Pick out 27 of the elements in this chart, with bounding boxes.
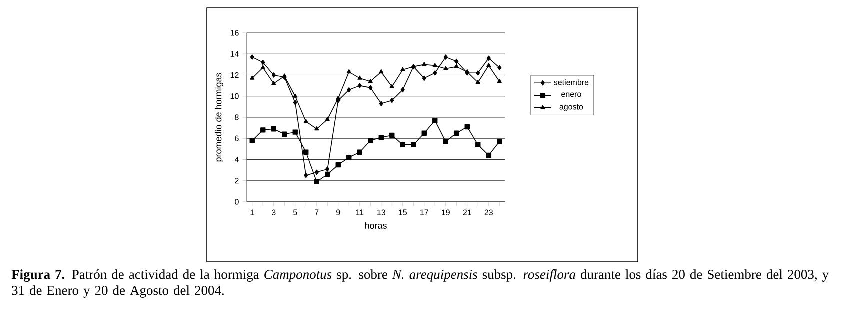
y-tick-label: 12 xyxy=(230,72,239,78)
x-tick-label: 17 xyxy=(420,210,428,216)
x-tick-label: 9 xyxy=(336,210,340,216)
legend-label: setiembre xyxy=(554,79,589,86)
x-axis-title: horas xyxy=(365,222,387,229)
text: Figura 7. Patrón de actividad de la hormiga Camponotus sp. sobre N. arequipensis subsp. roseiflora durante los días 20 de Setiembre del 2003, y 31 de Enero y 20 de Agosto del 2004. xyxy=(12,270,830,298)
y-tick-label: 2 xyxy=(235,178,239,184)
y-tick-label: 10 xyxy=(230,94,239,100)
x-tick-label: 1 xyxy=(250,210,254,216)
x-tick-label: 23 xyxy=(484,210,493,216)
y-tick-label: 4 xyxy=(234,156,239,162)
x-tick-label: 13 xyxy=(378,210,386,216)
y-tick-label: 0 xyxy=(235,199,239,205)
legend-label: agosto xyxy=(560,104,584,112)
legend-label: enero xyxy=(562,92,582,98)
x-tick-label: 15 xyxy=(399,210,407,216)
y-tick-label: 14 xyxy=(230,51,239,57)
x-tick-label: 19 xyxy=(442,210,450,216)
x-tick-label: 7 xyxy=(315,210,319,216)
y-tick-label: 6 xyxy=(235,136,239,142)
y-axis-title: promedio de hormigas xyxy=(215,73,224,162)
x-tick-label: 5 xyxy=(293,210,298,216)
x-tick-label: 11 xyxy=(356,210,364,216)
x-tick-label: 3 xyxy=(272,210,276,216)
y-tick-label: 8 xyxy=(235,114,239,120)
x-tick-label: 21 xyxy=(463,210,472,216)
y-tick-label: 16 xyxy=(230,30,239,36)
